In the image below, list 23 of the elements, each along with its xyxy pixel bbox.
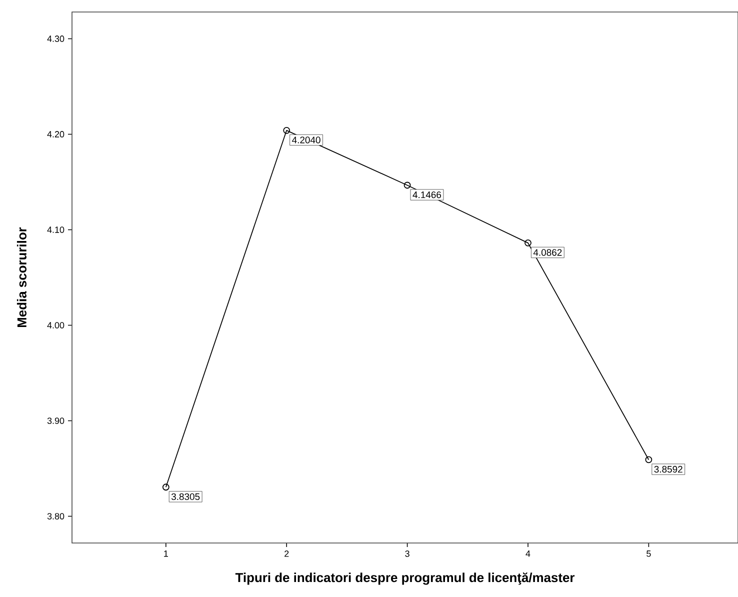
data-label: 4.0862 (533, 249, 562, 256)
x-tick-label: 1 (164, 550, 168, 557)
point (283, 126, 290, 134)
x-tick-label: 4 (526, 550, 530, 557)
x-tick-label: 2 (284, 550, 289, 557)
point (162, 484, 170, 491)
y-tick-label: 4.20 (47, 131, 64, 138)
y-tick-label: 3.90 (47, 418, 64, 424)
x-axis-title: Tipuri de indicatori despre programul de licenţă/master (235, 572, 575, 585)
point (404, 182, 411, 189)
y-tick-label: 4.10 (47, 226, 64, 233)
y-tick-label: 4.30 (47, 36, 64, 42)
point (645, 456, 652, 464)
data-label: 4.2040 (292, 136, 320, 144)
data-label: 4.1466 (412, 191, 442, 198)
data-label: 3.8592 (654, 466, 682, 473)
x-tick-label: 3 (405, 550, 410, 557)
y-tick-label: 4.00 (47, 322, 64, 328)
data-label: 3.8305 (171, 493, 200, 500)
y-axis-title: Media scorurilor (16, 227, 26, 328)
point (524, 239, 532, 246)
y-tick-label: 3.80 (47, 513, 64, 520)
x-tick-label: 5 (646, 550, 651, 557)
